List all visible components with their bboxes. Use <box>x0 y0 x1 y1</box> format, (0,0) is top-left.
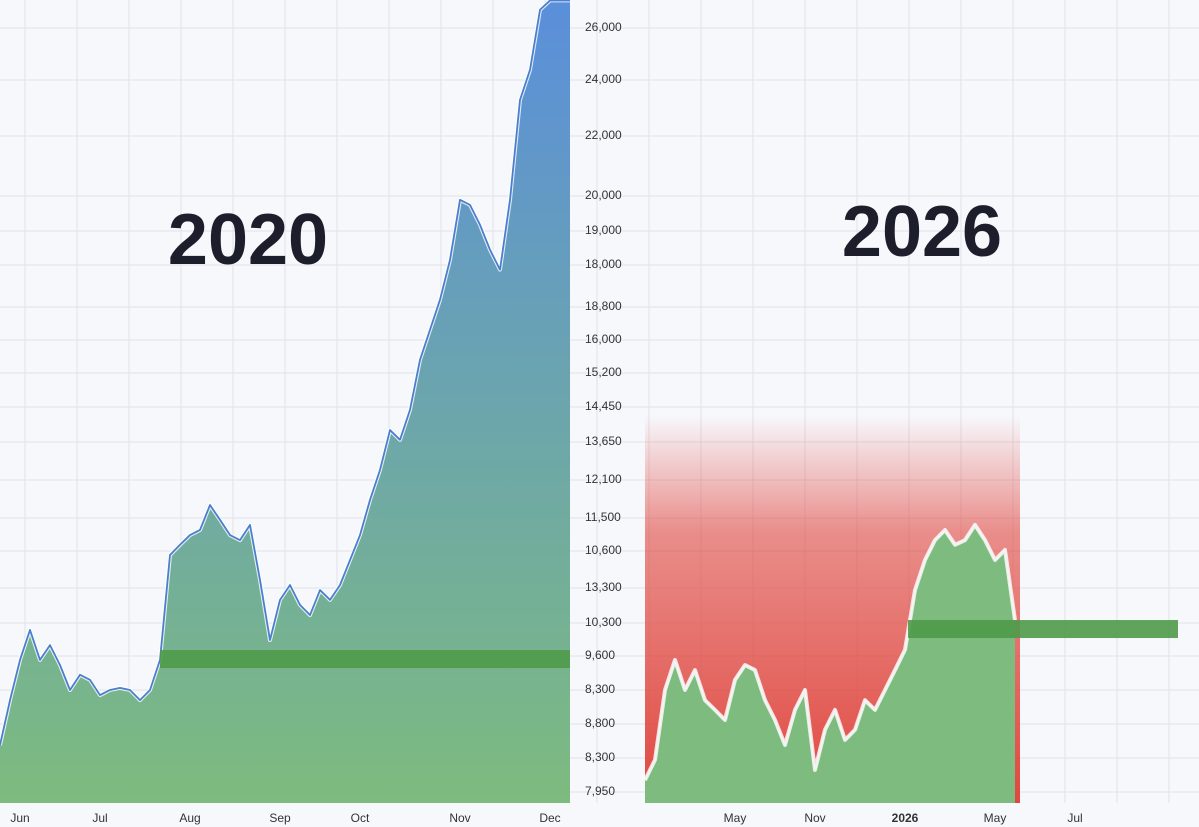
line <box>0 0 570 746</box>
x-tick-label: Sep <box>269 811 291 825</box>
area <box>645 524 1015 803</box>
chart-title: 2020 <box>168 200 328 280</box>
x-tick-label: Oct <box>351 811 370 825</box>
y-axis-label: 15,200 <box>585 365 622 379</box>
x-tick-label: May <box>724 811 747 825</box>
y-axis-label: 9,600 <box>585 648 615 662</box>
plots <box>0 0 1178 804</box>
x-tick-label: Jul <box>92 811 107 825</box>
x-tick-label: Jul <box>1067 811 1082 825</box>
y-axis-label: 13,300 <box>585 580 622 594</box>
y-axis-label: 19,000 <box>585 223 622 237</box>
y-axis-label: 26,000 <box>585 20 622 34</box>
y-axis-label: 22,000 <box>585 128 622 142</box>
y-axis-label: 11,500 <box>585 510 621 524</box>
x-tick-label: Jun <box>10 811 29 825</box>
y-axis-label: 14,450 <box>585 399 622 413</box>
line <box>644 523 1016 781</box>
x-tick-label: Nov <box>804 811 825 825</box>
y-axis-label: 10,600 <box>585 543 622 557</box>
y-axis-label: 8,800 <box>585 716 615 730</box>
y-axis-label: 10,300 <box>585 615 622 629</box>
reference-band <box>908 620 1178 639</box>
y-axis-label: 8,300 <box>585 682 615 696</box>
y-axis-label: 12,100 <box>585 472 622 486</box>
reference-band <box>160 650 570 669</box>
y-axis-label: 24,000 <box>585 72 622 86</box>
y-axis-label: 20,000 <box>585 188 622 202</box>
labels: 26,000 24,000 22,000 20,000 19,000 18,000 18,8… <box>10 20 1082 825</box>
x-tick-label: May <box>984 811 1007 825</box>
chart-title: 2026 <box>842 192 1002 272</box>
x-tick-label: 2026 <box>892 811 919 825</box>
y-axis-label: 7,950 <box>585 784 615 798</box>
x-tick-label: Nov <box>449 811 470 825</box>
x-tick-label: Dec <box>539 811 560 825</box>
y-axis-label: 13,650 <box>585 434 622 448</box>
area <box>0 0 570 804</box>
y-axis-label: 8,300 <box>585 750 615 764</box>
y-axis-label: 18,800 <box>585 299 622 313</box>
y-axis-label: 18,000 <box>585 257 622 271</box>
x-tick-label: Aug <box>179 811 200 825</box>
y-axis-label: 16,000 <box>585 332 622 346</box>
